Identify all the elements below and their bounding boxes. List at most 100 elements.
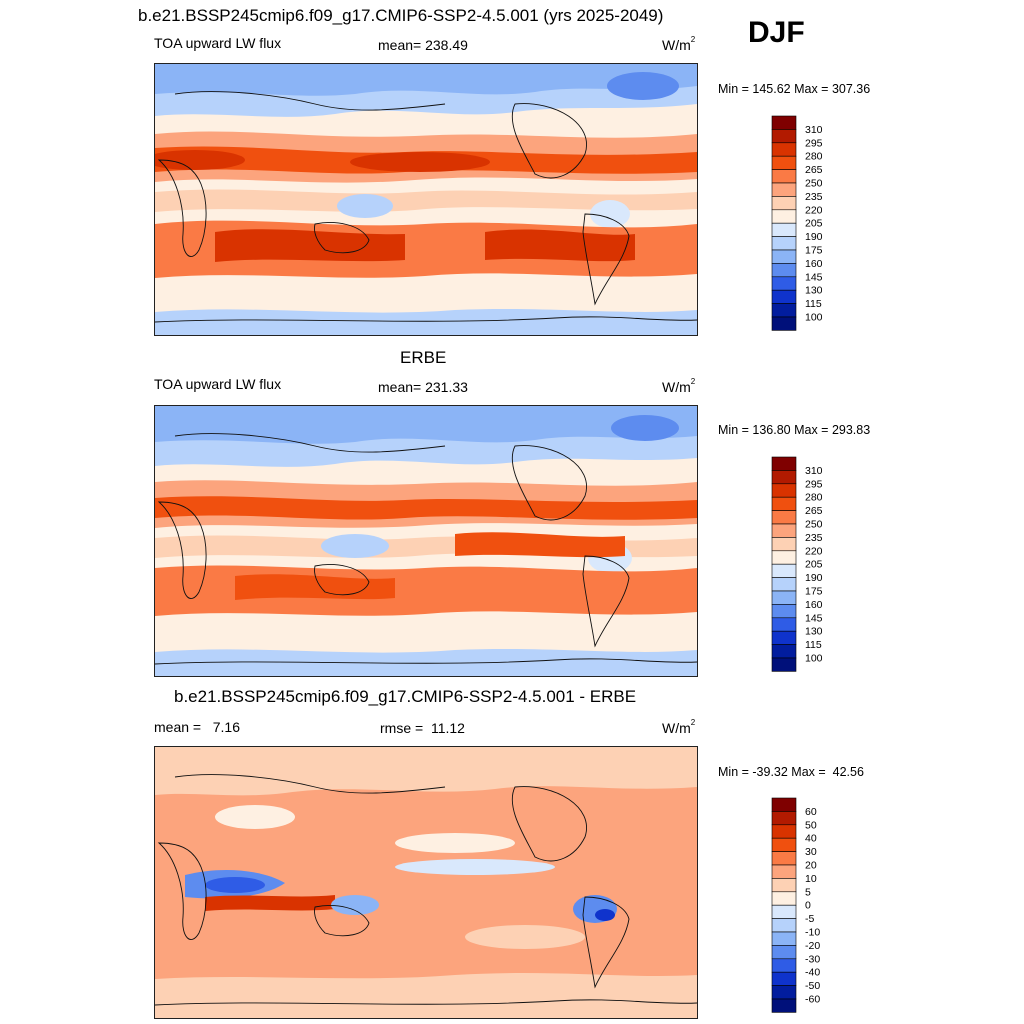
colorbar-tick-label: 310 [805,465,823,477]
colorbar-swatch [771,644,797,659]
units-base: W/m [662,37,691,53]
colorbar-swatch [771,811,797,826]
units-base: W/m [662,720,691,736]
australia-outline [314,222,370,254]
colorbar-swatch [771,523,797,538]
colorbar-swatch [771,209,797,224]
field-south-pacific-max [485,229,635,262]
colorbar-swatch [771,303,797,318]
antarctica-outline [155,999,697,1006]
north-america-outline [511,103,587,179]
colorbar-tick-label: 235 [805,532,823,544]
colorbar-tick-label: 145 [805,271,823,283]
colorbar-swatch [771,129,797,144]
field-maritime-negative [331,895,379,915]
africa-outline [157,842,207,940]
south-america-outline [582,555,630,648]
colorbar-tick-label: 0 [805,900,811,912]
panel2-colorbar: 310 295 280 265 250 235 220 205 190 175 160 145 130 1… [771,456,862,673]
field-pacific-small [395,833,515,853]
field-north-colder [155,406,697,444]
colorbar-swatch [771,945,797,960]
south-america-outline [582,896,630,989]
panel2-map [154,405,698,677]
colorbar-swatch [771,878,797,893]
colorbar-tick-label: 220 [805,545,823,557]
colorbar-tick-label: 310 [805,124,823,136]
colorbar-tick-label: 175 [805,245,823,257]
panel1-mean-label: mean= 238.49 [378,37,468,53]
colorbar-tick-label: 20 [805,860,817,872]
eurasia-outline [174,91,446,111]
colorbar-swatch [771,657,797,672]
panel1-map-svg [155,64,697,335]
colorbar-swatch [771,617,797,632]
units-exponent: 2 [690,718,696,727]
colorbar-swatch [771,931,797,946]
panel1-colorbar: 310 295 280 265 250 235 220 205 190 175 160 145 130 1… [771,115,862,332]
colorbar-swatch [771,496,797,511]
colorbar-tick-label: 115 [805,639,822,651]
eurasia-outline [174,433,446,453]
panel3-mean-label: mean = 7.16 [154,719,241,735]
colorbar-tick-label: 190 [805,231,823,243]
colorbar-swatch [771,537,797,552]
colorbar-swatch [771,998,797,1013]
field-south-pacific-max [455,532,625,558]
colorbar-swatch [771,851,797,866]
units-exponent: 2 [690,35,696,44]
antarctica-outline [155,316,697,323]
colorbar-tick-label: 250 [805,519,823,531]
colorbar-swatch [771,904,797,919]
colorbar-tick-label: 30 [805,846,817,858]
colorbar-swatch [771,182,797,197]
colorbar-tick-label: -5 [805,913,814,925]
colorbar-swatch [771,115,797,130]
colorbar-swatch [771,316,797,331]
field-south-indian-max [215,229,405,262]
colorbar-swatch [771,590,797,605]
colorbar-tick-label: 190 [805,572,823,584]
field-npacific-max [350,152,490,172]
colorbar-swatch [771,222,797,237]
colorbar-swatch [771,837,797,852]
colorbar-tick-label: 130 [805,285,823,297]
panel1-variable-label: TOA upward LW flux [154,35,282,51]
panel1-colorbar-svg: 3102952802652502352202051901751601451301… [771,115,823,331]
colorbar-swatch [771,824,797,839]
colorbar-tick-label: 130 [805,626,823,638]
coastlines [155,433,697,665]
colorbar-swatch [771,142,797,157]
colorbar-tick-label: -10 [805,927,820,939]
panel3-colorbar: 60 50 40 30 20 10 5 0 -5 -10 -20 -30 -40 -50 -60 [771,797,862,1014]
colorbar-tick-label: 235 [805,191,823,203]
colorbar-swatch [771,985,797,1000]
australia-outline [314,905,370,937]
field-maritime-continent [337,194,393,218]
field-antarctic [155,649,697,676]
north-america-outline [511,445,587,521]
colorbar-tick-label: 145 [805,612,823,624]
colorbar-tick-label: 50 [805,819,817,831]
colorbar-tick-label: 265 [805,164,823,176]
field-south-pacific [465,925,585,949]
colorbar-swatch [771,958,797,973]
coastlines [155,91,697,323]
colorbar-swatch [771,797,797,812]
australia-outline [314,564,370,596]
colorbar-tick-label: -60 [805,994,820,1006]
colorbar-tick-label: -20 [805,940,820,952]
africa-outline [157,501,207,599]
panel3-units-label: W/m2 [662,718,696,736]
colorbar-tick-label: 250 [805,178,823,190]
north-america-outline [511,786,587,862]
colorbar-tick-label: 295 [805,478,823,490]
colorbar-tick-label: -40 [805,967,820,979]
colorbar-tick-label: 100 [805,653,823,665]
colorbar-tick-label: 280 [805,151,823,163]
field-southern-ocean [155,973,697,1018]
colorbar-tick-label: 10 [805,873,817,885]
colorbar-tick-label: 40 [805,833,817,845]
panel3-minmax: Min = -39.32 Max = 42.56 [718,765,864,779]
